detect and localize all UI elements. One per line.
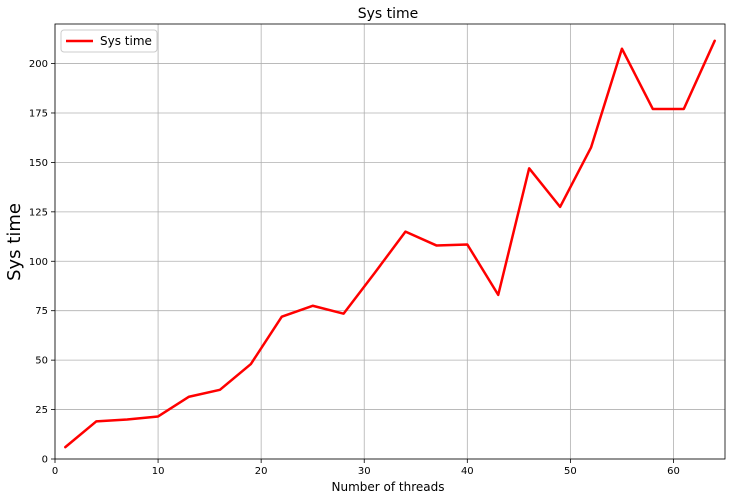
legend-box (60, 29, 158, 53)
x-tick-label: 10 (152, 466, 165, 477)
y-tick-label: 25 (35, 405, 48, 416)
plot-frame (54, 23, 726, 460)
y-axis: 0 25 50 75 100 125 150 175 200 (29, 59, 55, 466)
y-tick-label: 75 (35, 306, 48, 317)
x-tick-label: 30 (358, 466, 371, 477)
y-tick-label: 50 (35, 356, 48, 367)
y-tick-label: 175 (29, 108, 48, 119)
series-line (64, 39, 716, 449)
x-tick-label: 20 (255, 466, 268, 477)
series-layer (64, 39, 716, 449)
y-tick-label: 0 (42, 455, 48, 466)
chart-title: Sys time (358, 6, 419, 22)
x-tick-label: 50 (564, 466, 577, 477)
legend: Sys time (60, 29, 158, 53)
y-tick-label: 150 (29, 158, 48, 169)
y-axis-label: Sys time (4, 203, 25, 281)
x-axis-label: Number of threads (332, 480, 445, 494)
x-tick-label: 60 (667, 466, 680, 477)
grid (54, 24, 725, 460)
legend-label: Sys time (100, 34, 152, 48)
y-tick-label: 125 (29, 207, 48, 218)
x-tick-label: 0 (52, 466, 58, 477)
y-tick-label: 200 (29, 59, 48, 70)
y-tick-label: 100 (29, 257, 48, 268)
x-axis: 0 10 20 30 40 50 60 (52, 459, 680, 477)
x-tick-label: 40 (461, 466, 474, 477)
